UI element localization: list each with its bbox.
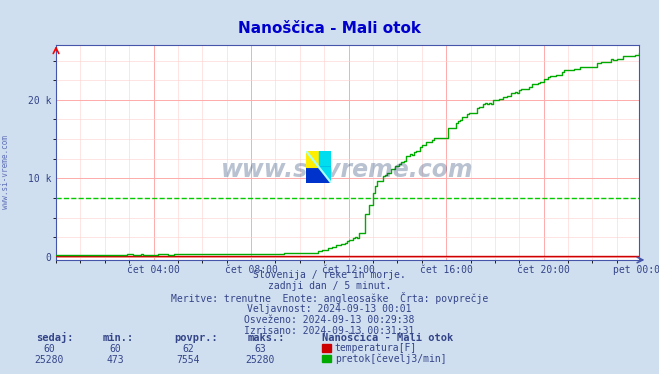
Text: sedaj:: sedaj: [36, 332, 74, 343]
Bar [306, 151, 319, 168]
Text: Izrisano: 2024-09-13 00:31:31: Izrisano: 2024-09-13 00:31:31 [244, 326, 415, 336]
Text: 60: 60 [43, 344, 55, 354]
Text: Nanoščica - Mali otok: Nanoščica - Mali otok [322, 334, 453, 343]
Text: pretok[čevelj3/min]: pretok[čevelj3/min] [335, 353, 446, 364]
Bar [306, 168, 331, 183]
Text: zadnji dan / 5 minut.: zadnji dan / 5 minut. [268, 281, 391, 291]
Text: Slovenija / reke in morje.: Slovenija / reke in morje. [253, 270, 406, 280]
Text: Nanoščica - Mali otok: Nanoščica - Mali otok [238, 21, 421, 36]
Polygon shape [319, 168, 331, 183]
Bar [319, 151, 331, 168]
Text: 7554: 7554 [176, 355, 200, 365]
Text: www.si-vreme.com: www.si-vreme.com [221, 157, 474, 182]
Text: min.:: min.: [102, 334, 133, 343]
Text: 62: 62 [182, 344, 194, 354]
Text: 25280: 25280 [35, 355, 64, 365]
Text: 473: 473 [107, 355, 124, 365]
Text: 25280: 25280 [246, 355, 275, 365]
Text: Meritve: trenutne  Enote: angleosaške  Črta: povprečje: Meritve: trenutne Enote: angleosaške Črt… [171, 292, 488, 304]
Text: Osveženo: 2024-09-13 00:29:38: Osveženo: 2024-09-13 00:29:38 [244, 315, 415, 325]
Text: 63: 63 [254, 344, 266, 354]
Text: maks.:: maks.: [247, 334, 285, 343]
Text: www.si-vreme.com: www.si-vreme.com [1, 135, 10, 209]
Text: temperatura[F]: temperatura[F] [335, 343, 417, 353]
Text: Veljavnost: 2024-09-13 00:01: Veljavnost: 2024-09-13 00:01 [247, 304, 412, 314]
Text: povpr.:: povpr.: [175, 334, 218, 343]
Text: 60: 60 [109, 344, 121, 354]
Polygon shape [306, 151, 319, 168]
